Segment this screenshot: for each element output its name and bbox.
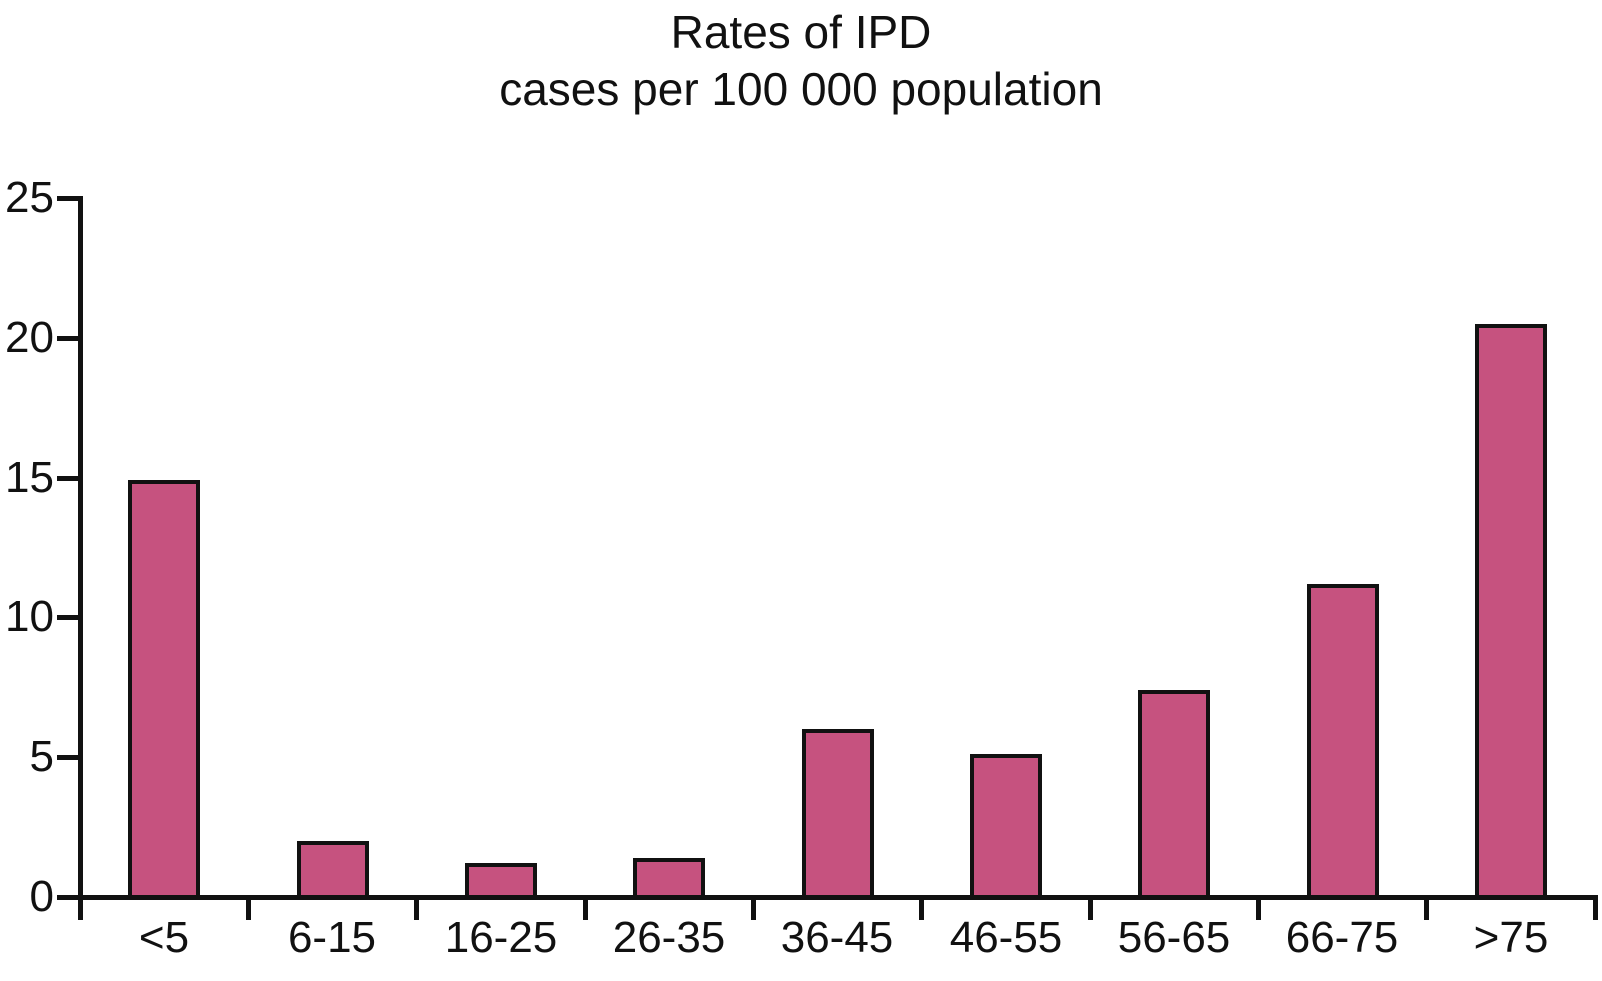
x-axis-category-label: 6-15: [287, 913, 377, 962]
x-tick: [751, 897, 756, 920]
y-tick-label: 20: [5, 313, 54, 362]
y-tick-label: 15: [5, 453, 54, 502]
y-tick: [57, 615, 80, 620]
x-axis-category-label: 36-45: [780, 913, 894, 962]
x-axis-category-label: 46-55: [949, 913, 1063, 962]
x-tick: [919, 897, 924, 920]
x-axis-category-label: 16-25: [444, 913, 558, 962]
x-axis-line: [78, 895, 1598, 900]
x-axis-category-label: <5: [138, 913, 190, 962]
bar-66-75: [1307, 584, 1379, 900]
y-axis-line: [78, 196, 83, 900]
y-tick: [57, 336, 80, 341]
x-tick: [246, 897, 251, 920]
bar->75: [1475, 324, 1547, 900]
bar-36-45: [802, 729, 874, 900]
chart-title-line-1: Rates of IPD: [670, 6, 932, 58]
bar-46-55: [970, 754, 1042, 900]
bar-56-65: [1138, 690, 1210, 900]
y-tick: [57, 755, 80, 760]
x-tick: [1424, 897, 1429, 920]
x-tick: [414, 897, 419, 920]
bar-16-25: [465, 863, 537, 900]
bar-26-35: [633, 858, 705, 900]
bar-6-15: [297, 841, 369, 900]
bar-<5: [128, 480, 200, 900]
y-tick-label: 25: [5, 173, 54, 222]
y-tick: [57, 196, 80, 201]
y-tick-label: 5: [29, 732, 54, 781]
y-tick-label: 0: [29, 872, 54, 921]
y-tick: [57, 476, 80, 481]
x-tick: [78, 897, 83, 920]
x-tick: [1256, 897, 1261, 920]
x-tick: [1088, 897, 1093, 920]
x-axis-category-label: 56-65: [1117, 913, 1231, 962]
x-axis-category-label: 26-35: [612, 913, 726, 962]
y-tick: [57, 895, 80, 900]
chart-title: Rates of IPD cases per 100 000 populatio…: [0, 4, 1602, 118]
x-axis-category-label: >75: [1473, 913, 1549, 962]
x-axis-category-label: 66-75: [1285, 913, 1399, 962]
chart-title-line-2: cases per 100 000 population: [499, 63, 1103, 115]
x-tick: [1593, 897, 1598, 920]
y-tick-label: 10: [5, 592, 54, 641]
x-tick: [583, 897, 588, 920]
